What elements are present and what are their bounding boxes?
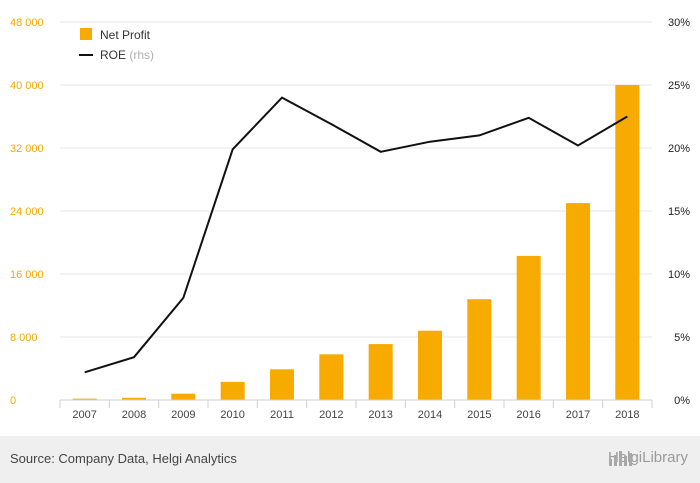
helgi-logo-icon	[608, 451, 632, 466]
x-tick-label: 2015	[467, 409, 491, 421]
bar	[368, 344, 393, 400]
x-tick-label: 2007	[72, 409, 96, 421]
x-tick-label: 2010	[220, 409, 244, 421]
bar	[467, 299, 492, 400]
line-series-roe	[84, 96, 628, 374]
bar	[122, 397, 146, 400]
chart-svg: 0 8 000 16 000 24 000 32 000 40 000 48 000 0% 5%…	[10, 17, 690, 421]
y-right-tick-label: 20%	[668, 143, 690, 155]
y-left-tick-label: 24 000	[10, 206, 44, 218]
bar	[516, 255, 541, 400]
source-text: Source: Company Data, Helgi Analytics	[10, 451, 237, 466]
y-left-tick-label: 40 000	[10, 80, 44, 92]
bar	[319, 354, 344, 400]
y-right-tick-label: 10%	[668, 269, 690, 281]
x-tick-label: 2018	[615, 409, 639, 421]
brand-name: HelgiLibrary	[607, 449, 688, 466]
x-tick-label: 2013	[368, 409, 392, 421]
y-left-tick-label: 0	[10, 395, 16, 407]
bar	[72, 398, 97, 400]
gridlines	[60, 21, 652, 338]
x-tick-label: 2008	[122, 409, 146, 421]
legend: Net Profit ROE (rhs)	[79, 28, 154, 62]
bar	[418, 330, 442, 400]
y-left-tick-label: 32 000	[10, 143, 44, 155]
legend-label-net-profit: Net Profit	[100, 28, 151, 42]
y-right-tick-label: 5%	[674, 332, 690, 344]
y-right-tick-label: 30%	[668, 17, 690, 29]
y-right-tick-label: 15%	[668, 206, 690, 218]
bar	[171, 393, 196, 400]
bar	[566, 203, 590, 400]
x-tick-label: 2016	[516, 409, 540, 421]
x-tick-label: 2009	[171, 409, 195, 421]
legend-label-roe: ROE (rhs)	[100, 48, 154, 62]
x-axis: 2007 2008 2009 2010 2011 2012 2013 2014 2015 2016…	[59, 400, 653, 421]
legend-label-rhs: (rhs)	[129, 48, 154, 62]
y-axis-left: 0 8 000 16 000 24 000 32 000 40 000 48 000	[10, 17, 44, 407]
y-left-tick-label: 16 000	[10, 269, 44, 281]
x-tick-label: 2012	[319, 409, 343, 421]
x-tick-label: 2014	[418, 409, 442, 421]
x-tick-label: 2017	[566, 409, 590, 421]
y-left-tick-label: 48 000	[10, 17, 44, 29]
legend-swatch-net-profit	[80, 28, 92, 40]
brand-logo[interactable]: HelgiLibrary	[608, 449, 688, 466]
bar	[270, 369, 294, 400]
footer: Source: Company Data, Helgi Analytics He…	[0, 436, 700, 483]
bar	[615, 85, 640, 400]
bar	[220, 381, 245, 400]
y-right-tick-label: 0%	[674, 395, 690, 407]
y-axis-right: 0% 5% 10% 15% 20% 25% 30%	[668, 17, 690, 407]
y-right-tick-label: 25%	[668, 80, 690, 92]
y-left-tick-label: 8 000	[10, 332, 38, 344]
bar-series-net-profit	[72, 85, 640, 400]
x-tick-label: 2011	[270, 409, 294, 421]
